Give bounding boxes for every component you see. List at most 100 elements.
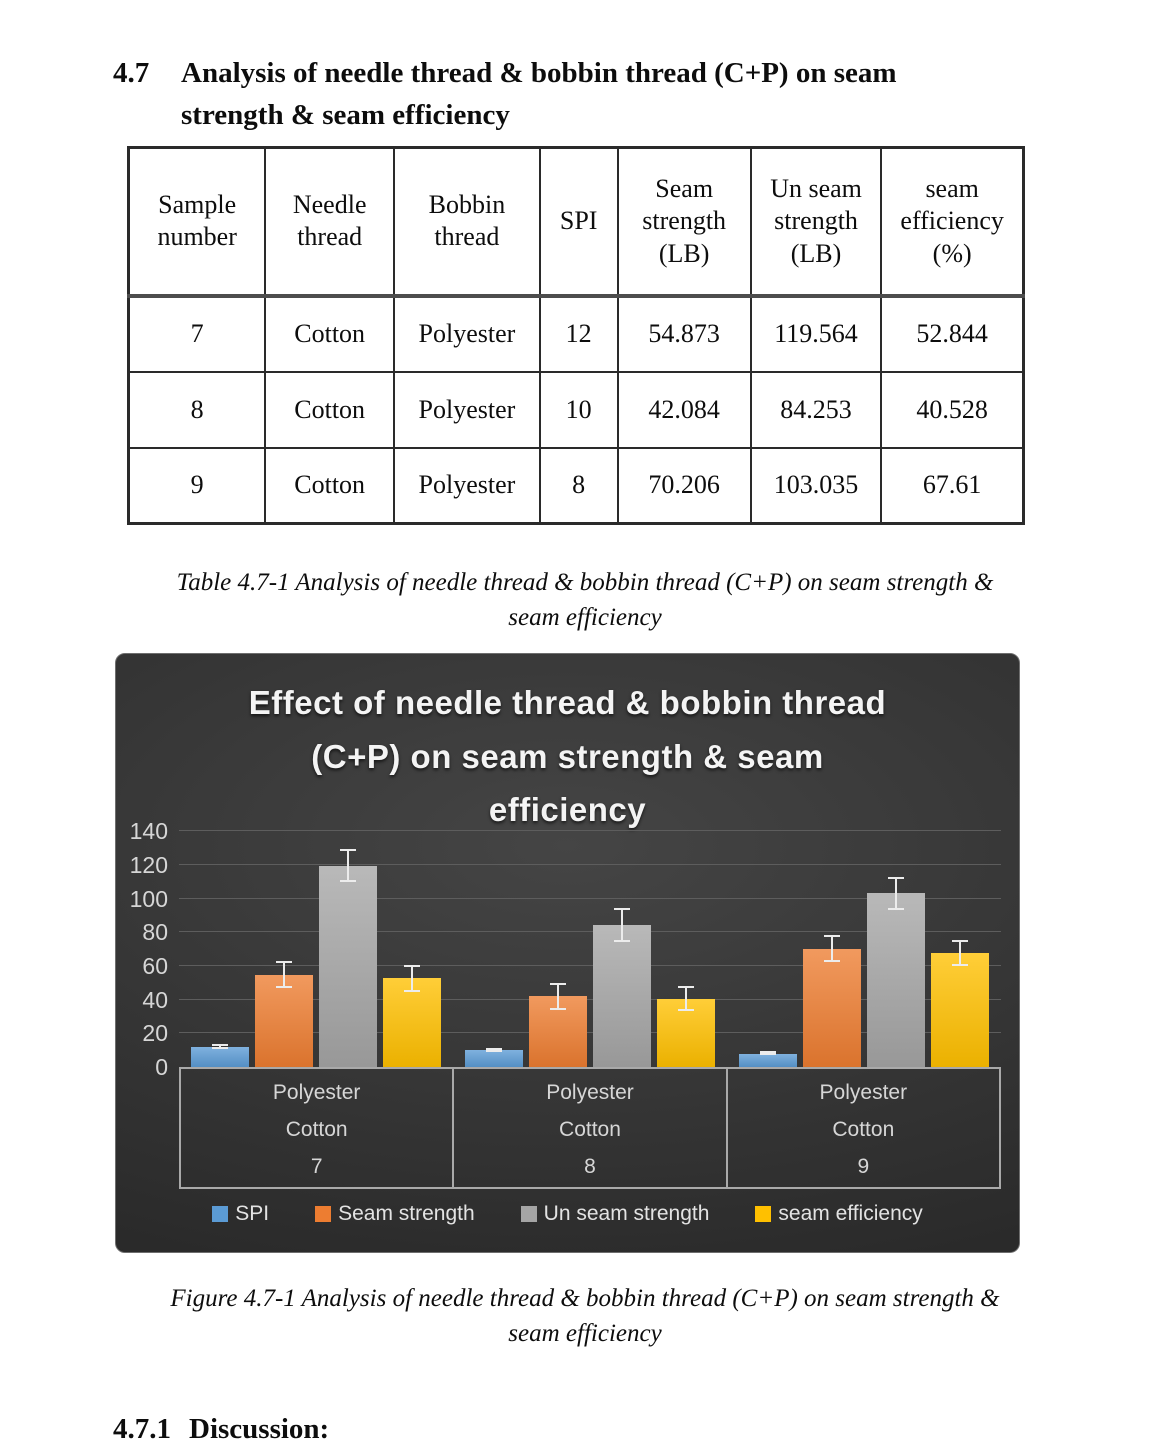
- cell-needle-thread: Cotton: [264, 370, 396, 449]
- discussion-heading: 4.7.1 Discussion:: [113, 1413, 1170, 1446]
- error-bar: [678, 986, 694, 1012]
- error-bar: [614, 908, 630, 942]
- category-label-bobbin-thread: Polyester: [819, 1081, 908, 1105]
- bar-seam-efficiency: [931, 953, 989, 1068]
- y-axis-tick-label: 0: [155, 1054, 168, 1081]
- error-bar: [276, 961, 292, 989]
- table-row: 9 Cotton Polyester 8 70.206 103.035 67.6…: [127, 446, 1025, 525]
- cell-spi: 12: [538, 294, 619, 373]
- category-label-sample: 9: [857, 1155, 870, 1179]
- gridline: [179, 830, 1001, 832]
- legend-label: SPI: [235, 1202, 270, 1226]
- cell-sample-number: 9: [127, 446, 267, 525]
- legend-item: Un seam strength: [520, 1202, 710, 1226]
- bar-column: [657, 831, 715, 1068]
- y-axis-tick-label: 60: [142, 952, 168, 979]
- bar-column: [803, 831, 861, 1068]
- bar-spi: [465, 1050, 523, 1068]
- col-header-sample-number: Sample number: [127, 146, 267, 298]
- cell-bobbin-thread: Polyester: [393, 370, 541, 449]
- error-bar: [952, 940, 968, 966]
- discussion-title: Discussion:: [189, 1413, 330, 1446]
- legend-swatch: [755, 1206, 772, 1223]
- category-cell-sample-7: Polyester Cotton 7: [181, 1069, 452, 1187]
- bar-chart: Effect of needle thread & bobbin thread …: [115, 653, 1020, 1254]
- category-cell-sample-8: Polyester Cotton 8: [452, 1069, 725, 1188]
- gridline: [179, 897, 1001, 899]
- legend-label: Un seam strength: [543, 1202, 710, 1226]
- section-title: Analysis of needle thread & bobbin threa…: [181, 57, 897, 132]
- y-axis-tick-label: 80: [142, 919, 168, 946]
- legend-item: seam efficiency: [755, 1202, 923, 1226]
- y-axis-tick-label: 140: [129, 818, 168, 845]
- gridline: [179, 964, 1001, 966]
- bar-column: [383, 831, 441, 1068]
- chart-title: Effect of needle thread & bobbin thread …: [248, 684, 887, 828]
- legend-label: seam efficiency: [778, 1202, 923, 1226]
- error-bar: [760, 1051, 776, 1056]
- cell-spi: 10: [538, 370, 619, 449]
- chart-plot-area: [179, 830, 1001, 1068]
- cell-seam-strength: 42.084: [616, 370, 752, 449]
- gridline: [179, 1032, 1001, 1034]
- category-cell-sample-9: Polyester Cotton 9: [725, 1069, 999, 1188]
- col-header-spi: SPI: [538, 146, 619, 298]
- bar-seam-strength: [803, 948, 861, 1068]
- results-table: Sample number Needle thread Bobbin threa…: [127, 146, 1025, 526]
- category-label-bobbin-thread: Polyester: [272, 1081, 361, 1105]
- error-bar: [550, 982, 566, 1010]
- cell-seam-strength: 70.206: [616, 446, 752, 525]
- bar-seam-strength: [255, 974, 313, 1068]
- bar-column: [867, 831, 925, 1068]
- cell-un-seam-strength: 119.564: [749, 294, 883, 373]
- legend-label: Seam strength: [338, 1202, 475, 1226]
- bar-column: [931, 831, 989, 1068]
- category-label-needle-thread: Cotton: [832, 1118, 895, 1142]
- col-header-seam-strength: Seam strength (LB): [616, 146, 752, 298]
- cell-seam-efficiency: 67.61: [880, 446, 1025, 525]
- bar-group-sample-8: [453, 831, 727, 1068]
- cell-sample-number: 8: [127, 370, 267, 449]
- y-axis-tick-label: 120: [129, 851, 168, 878]
- bar-un-seam-strength: [593, 925, 651, 1068]
- error-bar: [824, 935, 840, 963]
- error-bar: [212, 1044, 228, 1050]
- error-bar: [486, 1047, 502, 1052]
- bar-column: [191, 831, 249, 1068]
- bar-seam-efficiency: [383, 978, 441, 1068]
- bar-column: [255, 831, 313, 1068]
- y-axis-tick-label: 20: [142, 1020, 168, 1047]
- bar-group-sample-9: [727, 831, 1001, 1068]
- table-row: 8 Cotton Polyester 10 42.084 84.253 40.5…: [127, 370, 1025, 449]
- gridline: [179, 931, 1001, 933]
- section-number: 4.7: [113, 57, 150, 89]
- bar-groups: [179, 831, 1001, 1068]
- cell-needle-thread: Cotton: [264, 446, 396, 525]
- bar-column: [465, 831, 523, 1068]
- legend-item: SPI: [212, 1202, 269, 1226]
- legend-item: Seam strength: [315, 1202, 475, 1226]
- bar-column: [319, 831, 377, 1068]
- category-label-sample: 7: [310, 1155, 323, 1179]
- cell-seam-efficiency: 52.844: [880, 294, 1025, 373]
- chart-category-axis: Polyester Cotton 7 Polyester Cotton 8 Polyeste…: [179, 1067, 1001, 1190]
- table-caption: Table 4.7-1 Analysis of needle thread & …: [176, 569, 994, 632]
- section-heading: 4.7 Analysis of needle thread & bobbin t…: [113, 52, 1130, 136]
- table-row: 7 Cotton Polyester 12 54.873 119.564 52.…: [127, 294, 1025, 373]
- category-label-bobbin-thread: Polyester: [546, 1081, 634, 1105]
- y-axis-tick-label: 100: [129, 885, 168, 912]
- cell-bobbin-thread: Polyester: [393, 294, 541, 373]
- y-axis-tick-label: 40: [142, 986, 168, 1013]
- bar-column: [739, 831, 797, 1068]
- cell-un-seam-strength: 103.035: [749, 446, 883, 525]
- cell-seam-strength: 54.873: [616, 294, 752, 373]
- category-label-needle-thread: Cotton: [559, 1118, 621, 1142]
- col-header-un-seam-strength: Un seam strength (LB): [749, 146, 883, 298]
- cell-un-seam-strength: 84.253: [749, 370, 883, 449]
- legend-swatch: [520, 1206, 537, 1223]
- legend-swatch: [315, 1206, 332, 1223]
- bar-spi: [739, 1053, 797, 1068]
- bar-un-seam-strength: [319, 865, 377, 1068]
- col-header-bobbin-thread: Bobbin thread: [393, 146, 541, 298]
- cell-needle-thread: Cotton: [264, 294, 396, 373]
